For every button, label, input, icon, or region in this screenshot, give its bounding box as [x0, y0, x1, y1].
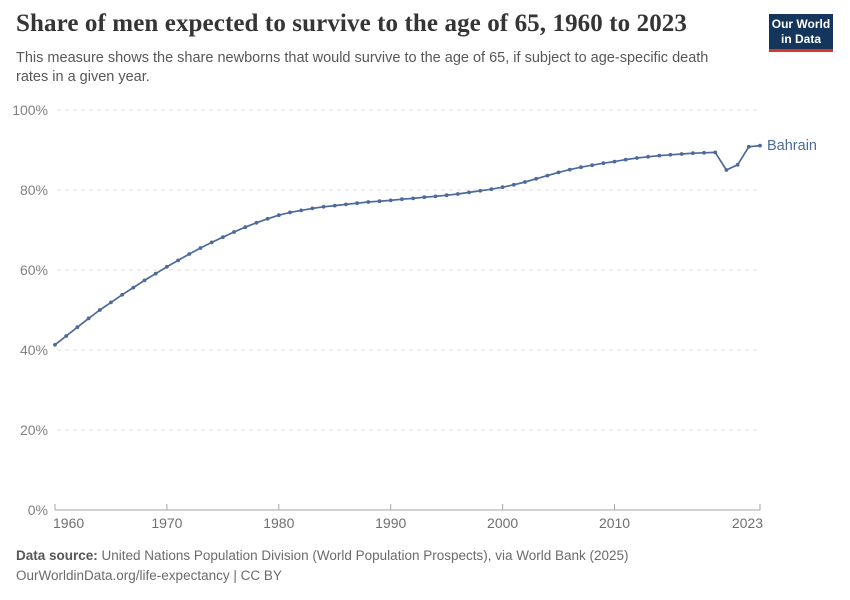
data-point	[668, 152, 673, 157]
data-point	[422, 195, 427, 200]
data-point	[388, 198, 393, 203]
license-line: OurWorldinData.org/life-expectancy | CC …	[16, 568, 282, 583]
data-point	[276, 213, 281, 218]
data-point	[97, 308, 102, 312]
data-point	[355, 201, 360, 206]
data-source-text: United Nations Population Division (Worl…	[97, 548, 629, 563]
owid-logo-line2: in Data	[780, 31, 821, 46]
data-point	[209, 240, 214, 245]
data-point	[243, 225, 248, 230]
data-point	[433, 194, 438, 199]
data-point	[545, 173, 550, 178]
data-point	[310, 206, 315, 211]
data-point	[75, 325, 80, 330]
y-tick-label: 0%	[28, 502, 48, 518]
data-point	[444, 193, 449, 198]
data-point	[579, 165, 583, 170]
data-point	[702, 150, 706, 155]
data-point	[735, 162, 740, 167]
x-tick-label: 1980	[263, 515, 294, 531]
data-point	[344, 202, 348, 207]
data-point	[165, 264, 169, 269]
data-point	[590, 163, 595, 168]
data-point	[679, 152, 684, 156]
data-point	[556, 170, 561, 175]
data-point	[220, 235, 225, 240]
x-tick-label: 1990	[375, 515, 406, 531]
data-point	[254, 220, 259, 225]
data-point	[758, 143, 762, 148]
data-point	[746, 144, 751, 149]
data-point	[86, 316, 91, 321]
data-point	[511, 182, 516, 187]
data-point	[153, 271, 158, 276]
data-point	[411, 196, 415, 201]
x-tick-label: 1970	[151, 515, 182, 531]
data-point	[489, 187, 494, 192]
x-tick-label: 2000	[487, 515, 518, 531]
data-point	[467, 190, 471, 195]
data-point	[478, 188, 483, 193]
y-tick-label: 40%	[20, 342, 48, 358]
chart-title: Share of men expected to survive to the …	[16, 10, 688, 37]
data-point	[299, 208, 304, 213]
data-point	[377, 199, 382, 204]
x-tick-label: 2023	[732, 515, 763, 531]
data-point	[64, 334, 69, 338]
series-end-label: Bahrain	[767, 138, 817, 154]
data-source-label: Data source:	[16, 548, 98, 563]
data-point	[601, 161, 606, 166]
data-point	[657, 153, 662, 158]
data-source-line: Data source: United Nations Population D…	[16, 546, 816, 566]
data-point	[131, 285, 136, 290]
x-tick-label: 2010	[599, 515, 630, 531]
x-tick-label: 1960	[53, 515, 84, 531]
y-tick-label: 100%	[12, 102, 48, 118]
data-point	[176, 258, 180, 263]
data-point	[646, 154, 650, 159]
data-point	[332, 203, 337, 208]
data-point	[713, 150, 718, 155]
data-point	[53, 342, 57, 347]
data-point	[198, 246, 203, 250]
data-point	[400, 197, 404, 202]
data-point	[288, 210, 292, 215]
data-point	[232, 230, 236, 234]
data-point	[724, 168, 729, 172]
series-line-bahrain	[54, 144, 761, 346]
data-point	[612, 159, 617, 164]
chart-subtitle: This measure shows the share newborns th…	[16, 50, 709, 85]
data-point	[500, 185, 505, 190]
data-point	[534, 176, 539, 181]
y-tick-label: 60%	[20, 262, 48, 278]
y-tick-label: 20%	[20, 422, 48, 438]
data-point	[690, 151, 695, 156]
owid-logo: Our World in Data	[769, 14, 833, 52]
data-point	[455, 192, 460, 196]
line-chart-svg: 0% 20% 40% 60% 80% 100% 1960 1970 1980 1990 2000 20…	[12, 102, 817, 531]
data-point	[265, 216, 270, 221]
data-point	[366, 200, 371, 204]
y-tick-label: 80%	[20, 182, 48, 198]
data-point	[142, 278, 147, 283]
data-point	[567, 167, 572, 172]
owid-logo-line1: Our World	[771, 16, 831, 31]
data-point	[109, 300, 113, 305]
data-point	[523, 180, 527, 184]
data-point	[635, 156, 639, 160]
chart-footer: Data source: United Nations Population D…	[16, 546, 816, 586]
data-point	[187, 252, 192, 256]
data-point	[623, 157, 628, 162]
data-point	[321, 204, 326, 209]
data-point	[120, 292, 125, 297]
